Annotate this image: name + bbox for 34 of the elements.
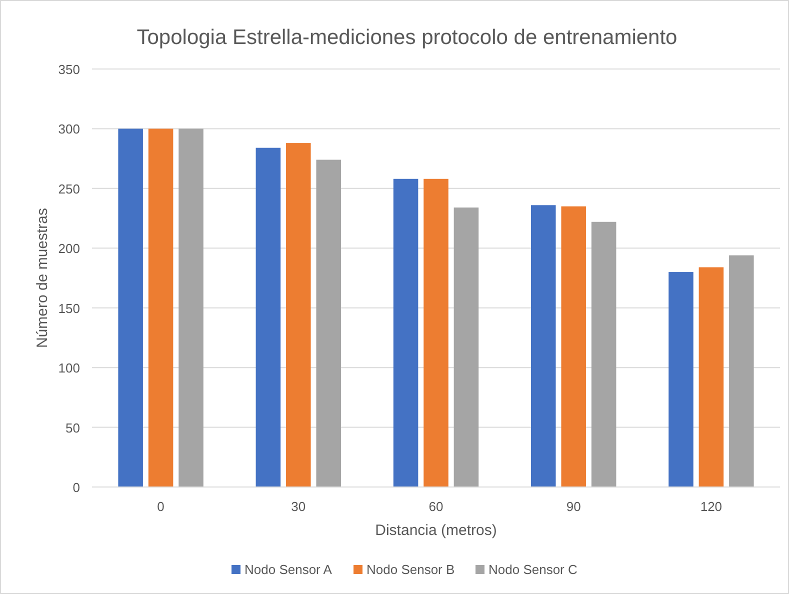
bar — [286, 143, 311, 487]
chart-title: Topologia Estrella-mediciones protocolo de entrenamiento — [136, 26, 678, 49]
x-tick-label: 90 — [566, 499, 581, 514]
legend-label: Nodo Sensor A — [244, 562, 332, 577]
bar — [118, 128, 143, 487]
bar — [561, 206, 586, 487]
x-axis-title: Distancia (metros) — [375, 522, 497, 539]
y-tick-label: 350 — [58, 62, 80, 77]
bar — [316, 160, 341, 487]
y-axis-title: Número de muestras — [34, 208, 51, 348]
bar — [729, 255, 754, 487]
bar — [424, 178, 448, 487]
y-tick-label: 50 — [66, 420, 80, 436]
y-tick-label: 150 — [58, 300, 80, 316]
bar — [148, 128, 174, 487]
bar — [256, 148, 281, 487]
x-tick-label: 60 — [428, 499, 444, 514]
y-tick-label: 100 — [58, 360, 80, 376]
bar — [454, 208, 479, 487]
y-tick-label: 300 — [58, 122, 80, 137]
legend-label: Nodo Sensor B — [366, 562, 455, 577]
bar — [698, 267, 724, 487]
bar — [393, 178, 418, 487]
y-tick-label: 0 — [72, 480, 80, 495]
x-tick-label: 0 — [157, 499, 164, 514]
x-tick-label: 30 — [291, 499, 306, 514]
bar — [668, 272, 694, 487]
bar — [531, 205, 556, 487]
legend-label: Nodo Sensor C — [488, 562, 578, 577]
bar — [591, 222, 616, 487]
x-tick-label: 120 — [700, 499, 722, 514]
y-tick-label: 200 — [58, 241, 80, 256]
bar — [178, 128, 204, 487]
y-tick-label: 250 — [58, 181, 80, 196]
